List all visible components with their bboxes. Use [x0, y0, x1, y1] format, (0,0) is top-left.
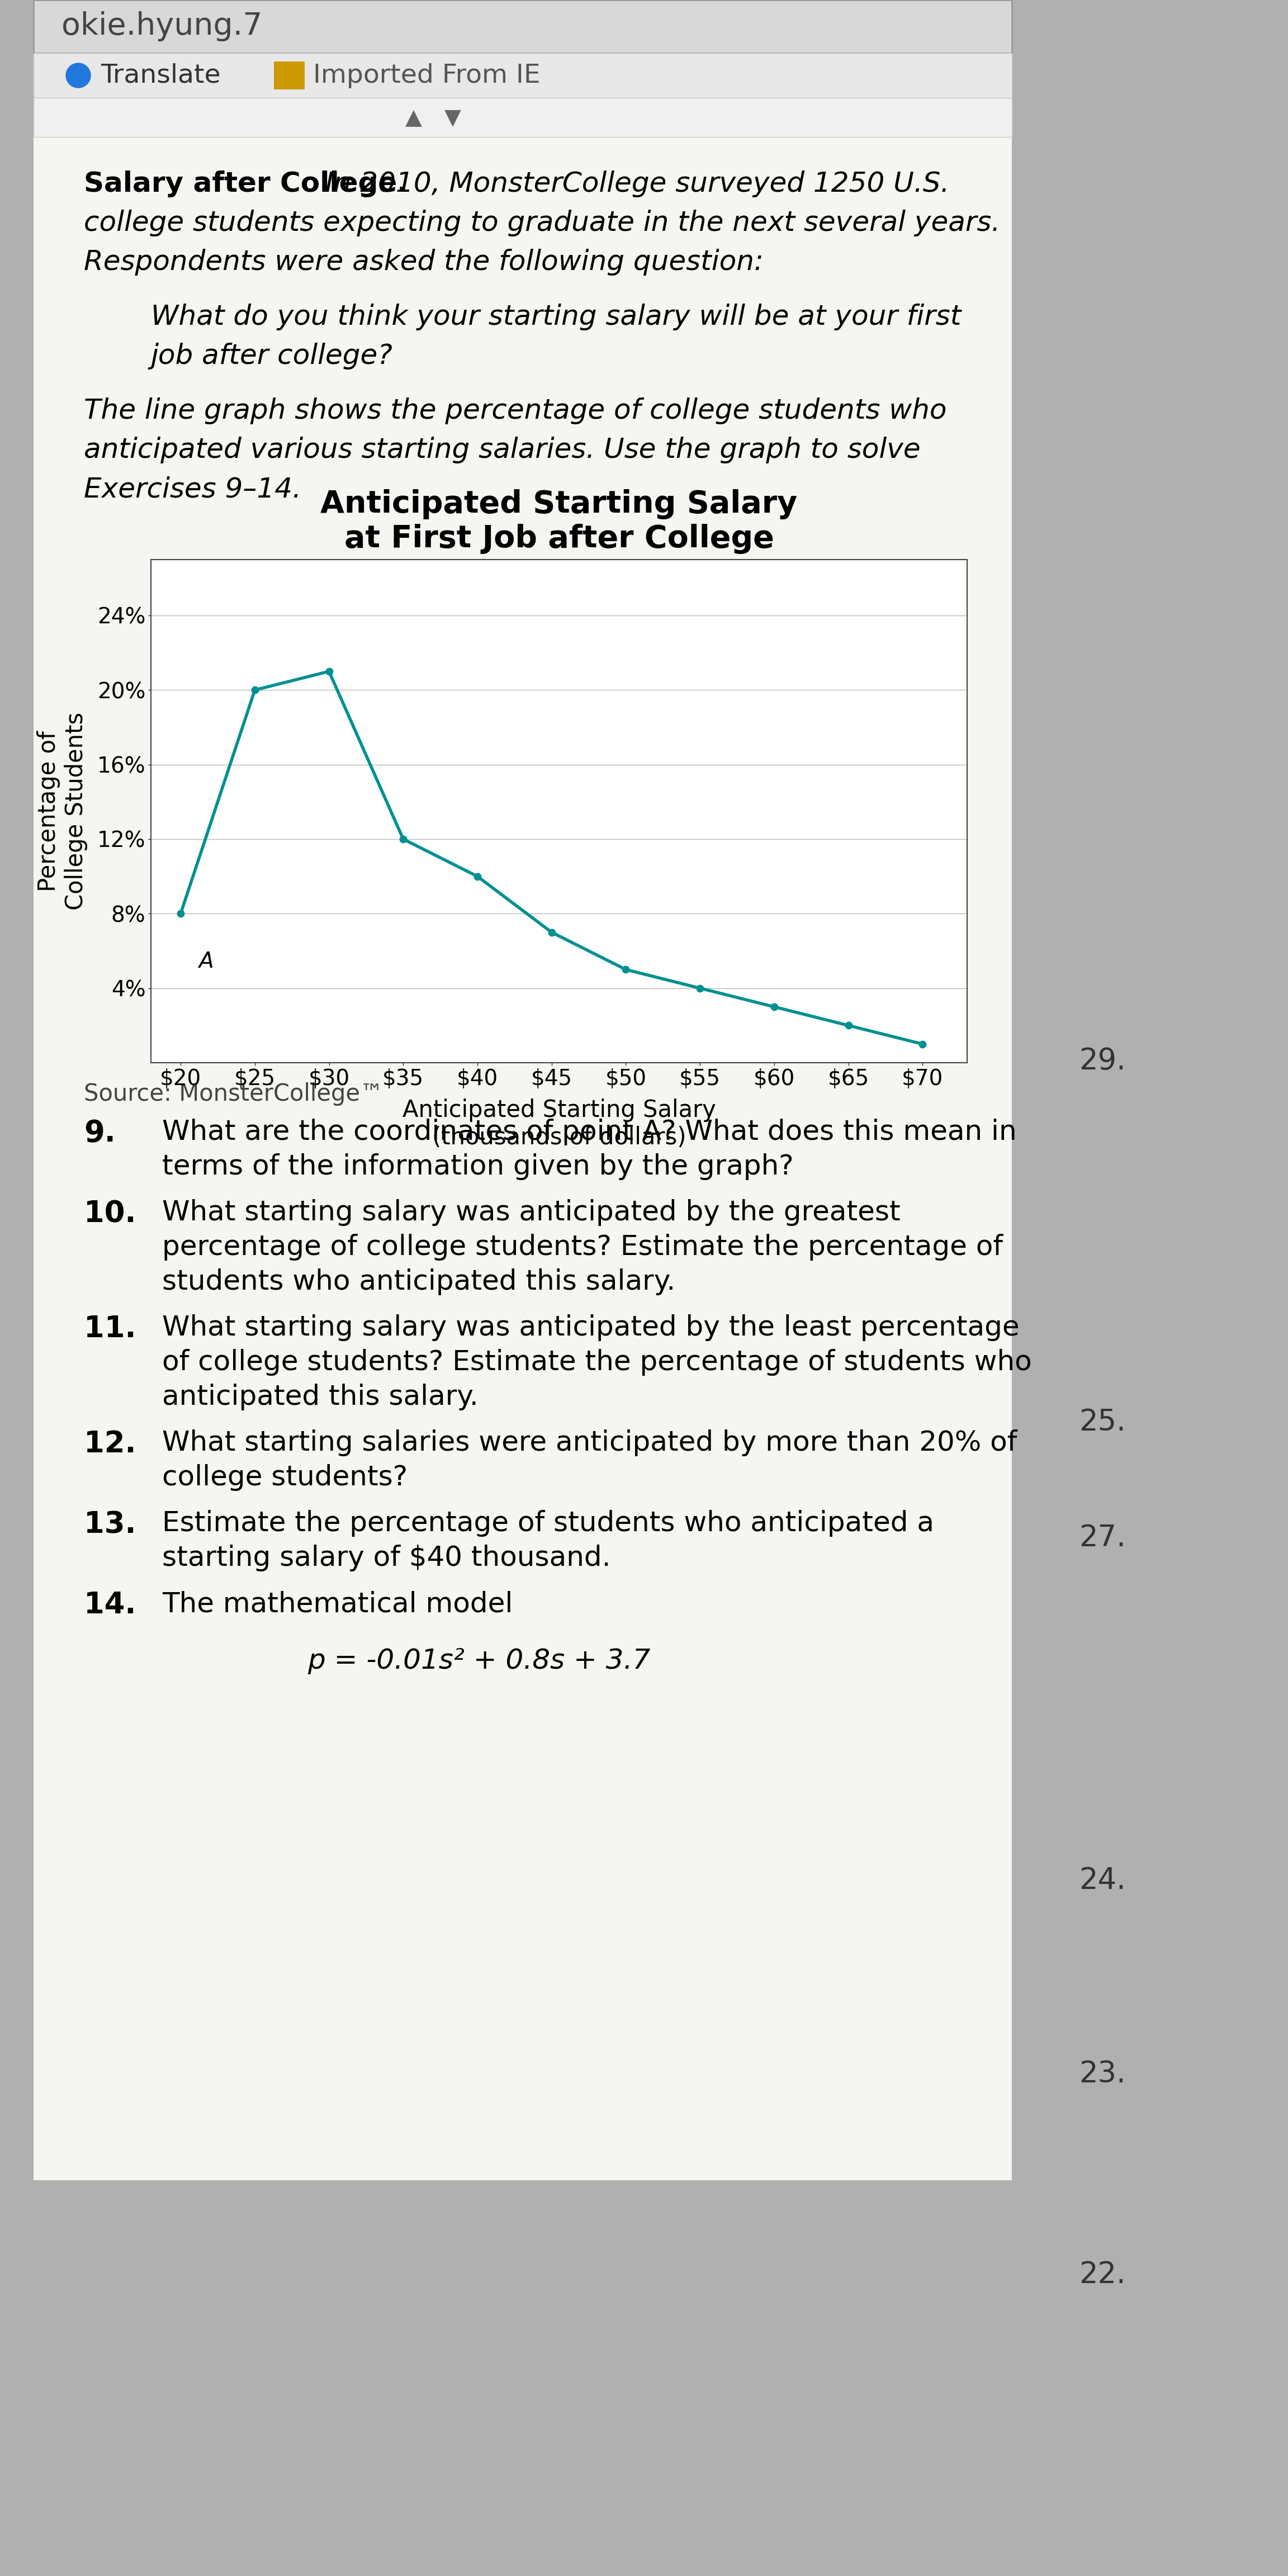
- FancyBboxPatch shape: [33, 98, 1012, 137]
- Text: What are the coordinates of point A? What does this mean in: What are the coordinates of point A? Wha…: [162, 1118, 1016, 1146]
- Text: of college students? Estimate the percentage of students who: of college students? Estimate the percen…: [162, 1350, 1032, 1376]
- Text: What do you think your starting salary will be at your first: What do you think your starting salary w…: [151, 304, 961, 330]
- Text: 25.: 25.: [1079, 1406, 1126, 1437]
- Text: 14.: 14.: [84, 1589, 137, 1620]
- Text: terms of the information given by the graph?: terms of the information given by the gr…: [162, 1154, 793, 1180]
- Text: okie.hyung.7: okie.hyung.7: [62, 10, 263, 41]
- Text: 23.: 23.: [1079, 2058, 1126, 2089]
- FancyBboxPatch shape: [33, 0, 1012, 54]
- Text: Salary after College.: Salary after College.: [84, 170, 408, 198]
- X-axis label: Anticipated Starting Salary
(thousands of dollars): Anticipated Starting Salary (thousands o…: [402, 1100, 716, 1149]
- Text: 10.: 10.: [84, 1198, 137, 1229]
- Y-axis label: Percentage of
College Students: Percentage of College Students: [37, 711, 88, 909]
- Text: college students expecting to graduate in the next several years.: college students expecting to graduate i…: [84, 209, 1001, 237]
- Text: What starting salaries were anticipated by more than 20% of: What starting salaries were anticipated …: [162, 1430, 1018, 1455]
- Text: job after college?: job after college?: [151, 343, 393, 368]
- Text: college students?: college students?: [162, 1463, 408, 1492]
- Text: What starting salary was anticipated by the greatest: What starting salary was anticipated by …: [162, 1198, 900, 1226]
- FancyBboxPatch shape: [274, 62, 305, 90]
- Text: The line graph shows the percentage of college students who: The line graph shows the percentage of c…: [84, 397, 947, 425]
- Text: percentage of college students? Estimate the percentage of: percentage of college students? Estimate…: [162, 1234, 1003, 1260]
- Text: ▲: ▲: [406, 106, 422, 129]
- FancyBboxPatch shape: [33, 0, 1012, 2179]
- FancyBboxPatch shape: [33, 54, 1012, 98]
- Text: A: A: [198, 951, 214, 971]
- Text: 27.: 27.: [1079, 1522, 1126, 1553]
- Text: 13.: 13.: [84, 1510, 137, 1538]
- Text: starting salary of $40 thousand.: starting salary of $40 thousand.: [162, 1546, 611, 1571]
- Text: 29.: 29.: [1079, 1046, 1126, 1077]
- Text: 11.: 11.: [84, 1314, 137, 1342]
- Text: Respondents were asked the following question:: Respondents were asked the following que…: [84, 250, 764, 276]
- Text: Anticipated Starting Salary
at First Job after College: Anticipated Starting Salary at First Job…: [321, 489, 797, 554]
- Text: ▼: ▼: [444, 106, 461, 129]
- Text: Source: MonsterCollege™: Source: MonsterCollege™: [84, 1082, 384, 1105]
- Text: What starting salary was anticipated by the least percentage: What starting salary was anticipated by …: [162, 1314, 1020, 1342]
- Text: The mathematical model: The mathematical model: [162, 1589, 513, 1618]
- Circle shape: [66, 64, 90, 88]
- Text: Exercises 9–14.: Exercises 9–14.: [84, 477, 301, 502]
- Text: p = -0.01s² + 0.8s + 3.7: p = -0.01s² + 0.8s + 3.7: [308, 1649, 650, 1674]
- Text: 9.: 9.: [84, 1118, 116, 1149]
- Text: Estimate the percentage of students who anticipated a: Estimate the percentage of students who …: [162, 1510, 934, 1538]
- Text: anticipated this salary.: anticipated this salary.: [162, 1383, 478, 1412]
- Text: students who anticipated this salary.: students who anticipated this salary.: [162, 1267, 675, 1296]
- Text: anticipated various starting salaries. Use the graph to solve: anticipated various starting salaries. U…: [84, 435, 921, 464]
- Text: 12.: 12.: [84, 1430, 137, 1458]
- Text: In 2010, MonsterCollege surveyed 1250 U.S.: In 2010, MonsterCollege surveyed 1250 U.…: [317, 170, 949, 198]
- Text: Imported From IE: Imported From IE: [313, 62, 541, 88]
- Text: 24.: 24.: [1079, 1865, 1126, 1896]
- Text: Translate: Translate: [100, 62, 220, 88]
- Text: 22.: 22.: [1079, 2259, 1126, 2290]
